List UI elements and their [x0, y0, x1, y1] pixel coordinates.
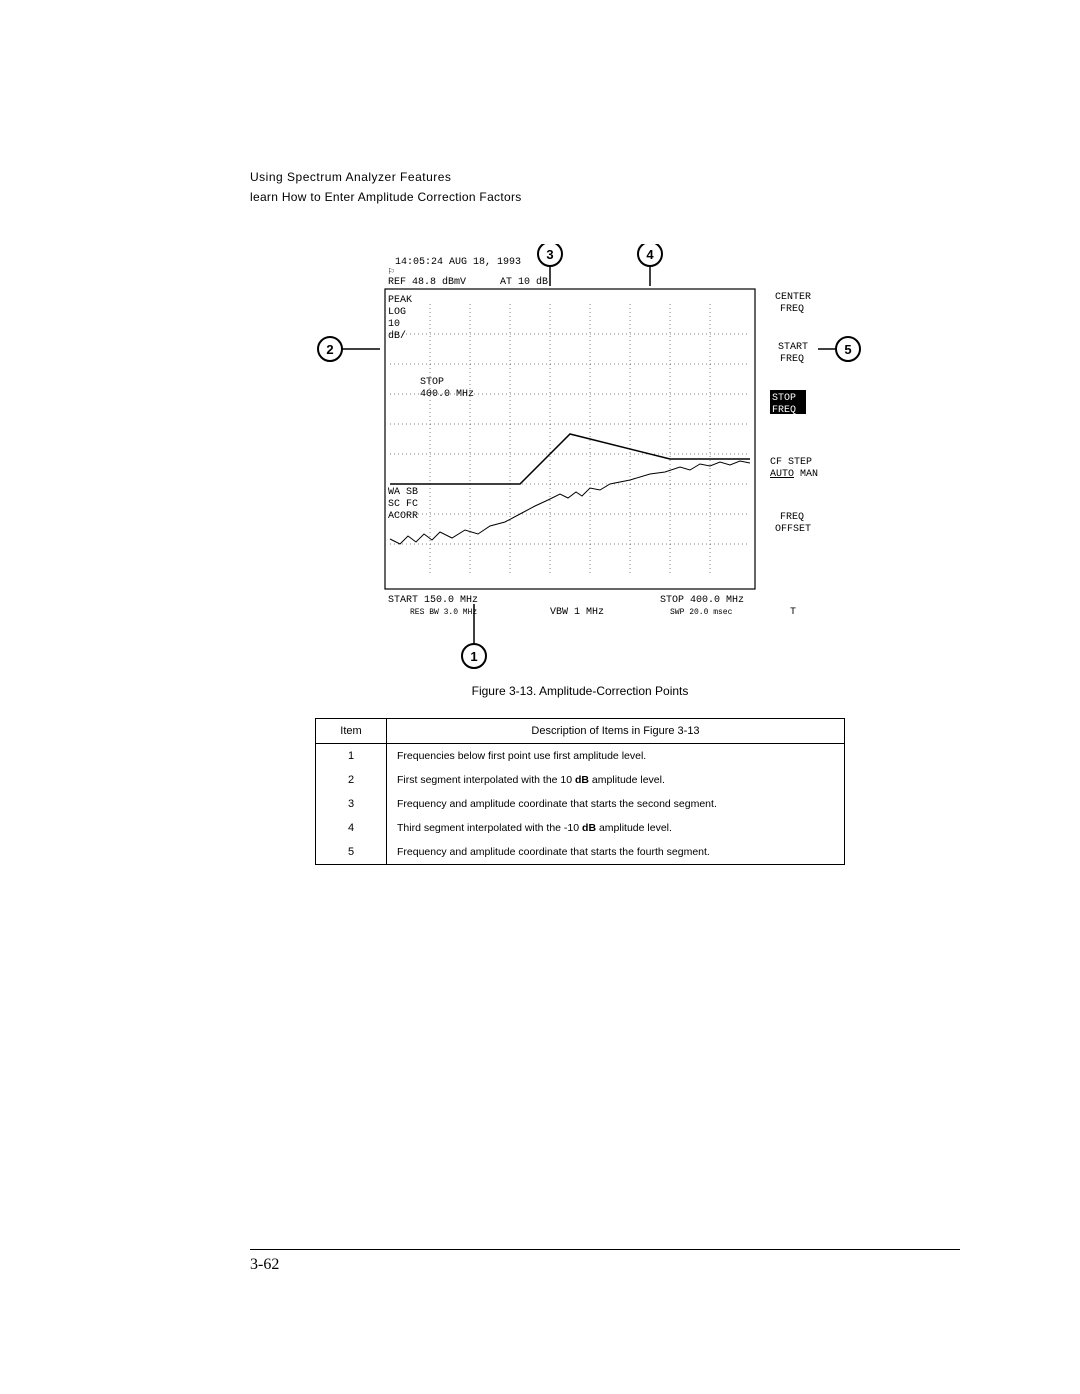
at-label: AT 10 dB — [500, 276, 548, 288]
table-row: 4 Third segment interpolated with the -1… — [316, 816, 845, 840]
callout-2: 2 — [326, 342, 333, 357]
table-row: 5 Frequency and amplitude coordinate tha… — [316, 840, 845, 865]
svg-text:FREQ: FREQ — [780, 354, 804, 365]
acorr: ACORR — [388, 511, 418, 522]
vbw-label: VBW 1 MHz — [550, 607, 604, 618]
start-freq-label: START 150.0 MHz — [388, 595, 478, 606]
footer: 3-62 — [250, 1249, 960, 1274]
stop-value: 400.0 MHz — [420, 389, 474, 400]
figure: 14:05:24 AUG 18, 1993 ⚐ REF 48.8 dBmV AT… — [290, 244, 870, 865]
figure-caption: Figure 3-13. Amplitude-Correction Points — [290, 684, 870, 698]
table-row: 1 Frequencies below first point use firs… — [316, 744, 845, 769]
spectrum-screenshot-svg: 14:05:24 AUG 18, 1993 ⚐ REF 48.8 dBmV AT… — [290, 244, 870, 674]
swp-label: SWP 20.0 msec — [670, 608, 733, 617]
peak-label: PEAK — [388, 295, 412, 306]
stop-bottom-label: STOP 400.0 MHz — [660, 595, 744, 606]
description-table: Item Description of Items in Figure 3-13… — [315, 718, 845, 865]
ten-label: 10 — [388, 319, 400, 330]
menu-t: T — [790, 607, 796, 618]
timestamp: 14:05:24 AUG 18, 1993 — [395, 257, 521, 268]
table-row: 3 Frequency and amplitude coordinate tha… — [316, 792, 845, 816]
callout-5: 5 — [844, 342, 851, 357]
menu-start-freq: START — [778, 342, 808, 353]
sc-fc: SC FC — [388, 499, 418, 510]
menu-cf-step: CF STEP — [770, 457, 812, 468]
header-line-1: Using Spectrum Analyzer Features — [250, 170, 1020, 184]
log-label: LOG — [388, 307, 406, 318]
callout-3: 3 — [546, 247, 553, 262]
callout-1: 1 — [470, 649, 477, 664]
header-line-2: learn How to Enter Amplitude Correction … — [250, 190, 1020, 204]
table-header-item: Item — [316, 719, 387, 744]
wa-sb: WA SB — [388, 487, 418, 498]
stop-label: STOP — [420, 377, 444, 388]
svg-text:FREQ: FREQ — [772, 405, 796, 416]
callout-4: 4 — [646, 247, 654, 262]
ref-label: REF 48.8 dBmV — [388, 276, 466, 288]
db-label: dB/ — [388, 330, 406, 342]
page: Using Spectrum Analyzer Features learn H… — [0, 0, 1080, 865]
table-header-desc: Description of Items in Figure 3-13 — [387, 719, 845, 744]
svg-text:FREQ: FREQ — [780, 304, 804, 315]
page-number: 3-62 — [250, 1256, 279, 1273]
menu-freq-offset: FREQ — [780, 512, 804, 523]
menu-center-freq: CENTER — [775, 292, 811, 303]
svg-text:AUTO MAN: AUTO MAN — [770, 469, 818, 480]
table-row: 2 First segment interpolated with the 10… — [316, 768, 845, 792]
resbw-label: RES BW 3.0 MHz — [410, 608, 477, 617]
svg-text:OFFSET: OFFSET — [775, 524, 811, 535]
